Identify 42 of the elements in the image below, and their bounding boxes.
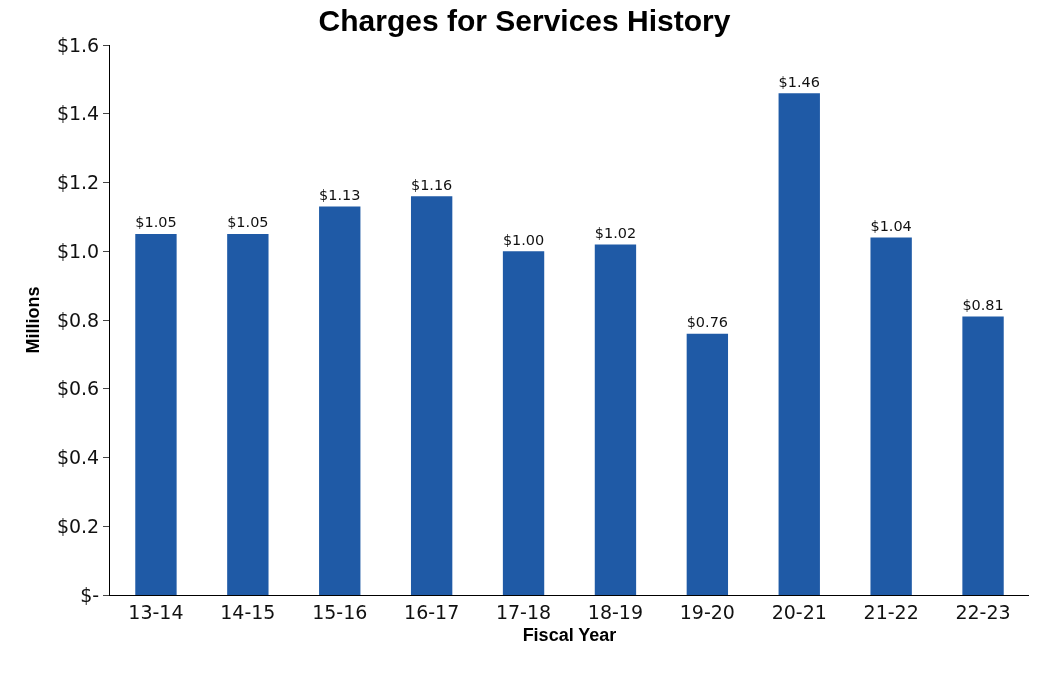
y-axis-title: Millions — [23, 286, 44, 354]
x-tick-label: 19-20 — [679, 600, 735, 623]
y-tick-label: $0.4 — [56, 446, 100, 469]
x-tick-label: 13-14 — [128, 600, 184, 623]
data-label: $1.05 — [135, 214, 177, 231]
data-label: $1.16 — [410, 176, 453, 193]
x-tick-label: 17-18 — [495, 600, 552, 623]
x-tick-label: 14-15 — [220, 600, 276, 623]
bar — [319, 206, 361, 595]
bar — [135, 234, 177, 595]
y-tick-label: $1.0 — [56, 239, 100, 262]
y-tick-label: $1.2 — [56, 171, 100, 194]
y-tick-label: $1.6 — [56, 33, 100, 56]
x-tick-label: 15-16 — [312, 600, 368, 623]
bar — [227, 234, 269, 595]
x-tick-label: 21-22 — [863, 600, 919, 623]
x-tick-label: 22-23 — [955, 600, 1011, 623]
y-tick-label: $- — [80, 583, 100, 606]
data-label: $0.76 — [686, 314, 729, 331]
data-label: $1.00 — [502, 231, 545, 248]
y-tick-label: $0.2 — [56, 514, 100, 537]
data-label: $1.02 — [594, 224, 637, 241]
data-label: $0.81 — [962, 296, 1004, 313]
chart-title: Charges for Services History — [318, 4, 731, 38]
x-axis-title: Fiscal Year — [522, 624, 617, 645]
data-label: $1.46 — [778, 73, 820, 90]
y-tick-label: $0.8 — [56, 308, 100, 331]
bar — [502, 251, 545, 595]
data-label: $1.13 — [319, 186, 361, 203]
bar — [410, 196, 453, 595]
bar — [686, 333, 729, 595]
x-tick-label: 16-17 — [404, 600, 460, 623]
bar — [962, 316, 1004, 595]
bar — [778, 93, 820, 595]
x-tick-label: 20-21 — [771, 600, 827, 623]
data-label: $1.04 — [870, 217, 912, 234]
bar — [594, 244, 637, 595]
x-tick-label: 18-19 — [587, 600, 644, 623]
y-tick-label: $0.6 — [56, 377, 100, 400]
y-tick-label: $1.4 — [56, 102, 100, 125]
bar — [870, 237, 912, 595]
data-label: $1.05 — [227, 214, 269, 231]
